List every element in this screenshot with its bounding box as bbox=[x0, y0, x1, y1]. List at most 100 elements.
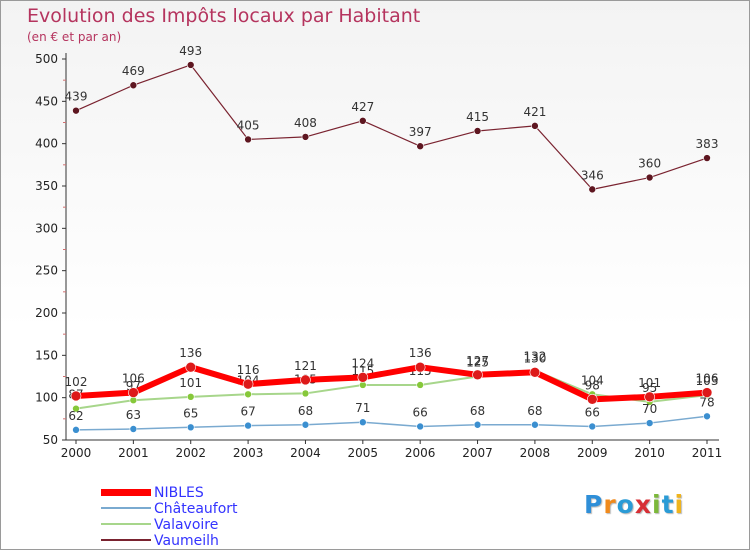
data-label-nibles: 116 bbox=[237, 363, 260, 377]
data-point-nibles bbox=[242, 378, 254, 390]
data-label-nibles: 124 bbox=[351, 356, 374, 370]
y-tick-label: 350 bbox=[35, 179, 58, 193]
legend-label-chateaufort: Châteaufort bbox=[154, 501, 238, 517]
data-label-valavoire: 125 bbox=[466, 356, 489, 370]
data-label-vaumeilh: 397 bbox=[409, 125, 432, 139]
x-tick-label: 2003 bbox=[233, 446, 264, 460]
data-label-chateaufort: 68 bbox=[298, 404, 313, 418]
data-point-nibles bbox=[472, 369, 483, 381]
data-label-valavoire: 104 bbox=[581, 373, 604, 387]
data-label-vaumeilh: 421 bbox=[523, 105, 546, 119]
data-point-vaumeilh bbox=[186, 61, 195, 69]
x-tick-label: 2001 bbox=[118, 446, 149, 460]
data-label-vaumeilh: 469 bbox=[122, 64, 145, 78]
logo-letter: t bbox=[661, 490, 675, 519]
y-tick-label: 500 bbox=[35, 52, 58, 66]
legend-item-chateaufort: Châteaufort bbox=[101, 501, 361, 517]
data-point-chateaufort bbox=[186, 423, 195, 432]
data-point-valavoire bbox=[416, 381, 424, 389]
data-label-chateaufort: 78 bbox=[699, 395, 714, 409]
data-point-chateaufort bbox=[588, 422, 597, 431]
data-point-chateaufort bbox=[703, 412, 711, 421]
logo-letter: i bbox=[652, 490, 662, 519]
proxiti-logo: Proxiti bbox=[584, 490, 684, 519]
data-label-valavoire: 103 bbox=[696, 374, 719, 388]
data-point-vaumeilh bbox=[416, 142, 424, 151]
data-label-nibles: 136 bbox=[409, 346, 432, 360]
data-point-valavoire bbox=[72, 404, 80, 413]
logo-letter: P bbox=[584, 490, 604, 519]
data-point-valavoire bbox=[186, 393, 195, 401]
legend-item-valavoire: Valavoire bbox=[101, 517, 361, 533]
y-tick-label: 450 bbox=[35, 94, 58, 108]
x-tick-label: 2008 bbox=[520, 446, 551, 460]
data-point-chateaufort bbox=[473, 420, 482, 429]
series-line-chateaufort bbox=[75, 415, 708, 431]
data-point-chateaufort bbox=[129, 425, 138, 433]
data-point-chateaufort bbox=[301, 420, 310, 429]
legend-swatch-vaumeilh bbox=[101, 539, 151, 541]
legend-label-nibles: NIBLES bbox=[154, 485, 204, 501]
legend-label-vaumeilh: Vaumeilh bbox=[154, 533, 219, 549]
series-line-valavoire bbox=[75, 369, 708, 410]
data-point-vaumeilh bbox=[588, 185, 597, 194]
data-label-vaumeilh: 346 bbox=[581, 168, 604, 182]
y-tick-label: 250 bbox=[35, 264, 58, 278]
data-point-nibles bbox=[586, 394, 598, 405]
series-line-vaumeilh bbox=[75, 64, 708, 190]
data-point-vaumeilh bbox=[531, 122, 539, 130]
data-point-vaumeilh bbox=[359, 117, 367, 125]
legend-swatch-valavoire bbox=[101, 523, 151, 525]
y-tick-label: 300 bbox=[35, 221, 58, 235]
legend-item-nibles: NIBLES bbox=[101, 485, 361, 501]
y-tick-label: 200 bbox=[35, 306, 58, 320]
data-label-vaumeilh: 427 bbox=[351, 100, 374, 114]
data-point-vaumeilh bbox=[473, 127, 482, 135]
data-label-valavoire: 95 bbox=[642, 381, 657, 395]
data-label-nibles: 101 bbox=[638, 376, 661, 390]
data-point-nibles bbox=[701, 387, 713, 398]
x-tick-label: 2006 bbox=[405, 446, 436, 460]
logo-letter: i bbox=[674, 490, 685, 519]
data-label-chateaufort: 66 bbox=[413, 405, 428, 419]
data-label-chateaufort: 65 bbox=[183, 406, 198, 420]
data-label-vaumeilh: 439 bbox=[65, 90, 88, 104]
data-label-chateaufort: 67 bbox=[240, 405, 255, 419]
data-point-chateaufort bbox=[359, 418, 367, 427]
data-point-nibles bbox=[357, 372, 369, 383]
data-point-chateaufort bbox=[72, 426, 80, 434]
data-label-nibles: 136 bbox=[179, 346, 202, 360]
data-label-chateaufort: 63 bbox=[126, 408, 141, 422]
data-point-nibles bbox=[185, 361, 197, 373]
x-tick-label: 2011 bbox=[692, 446, 723, 460]
data-point-chateaufort bbox=[645, 419, 654, 427]
legend-swatch-nibles bbox=[101, 489, 151, 496]
y-tick-label: 150 bbox=[35, 348, 58, 362]
data-label-nibles: 121 bbox=[294, 359, 317, 373]
data-label-nibles: 127 bbox=[466, 354, 489, 368]
y-tick-label: 100 bbox=[35, 391, 58, 405]
data-label-valavoire: 132 bbox=[523, 350, 546, 364]
legend-item-vaumeilh: Vaumeilh bbox=[101, 533, 361, 549]
data-point-valavoire bbox=[301, 389, 310, 398]
data-point-vaumeilh bbox=[244, 135, 252, 144]
logo-letter: x bbox=[634, 490, 652, 519]
data-label-nibles: 106 bbox=[696, 372, 719, 386]
data-point-vaumeilh bbox=[72, 106, 80, 115]
data-label-chateaufort: 66 bbox=[585, 405, 600, 419]
x-tick-label: 2005 bbox=[348, 446, 379, 460]
data-label-chateaufort: 68 bbox=[527, 404, 542, 418]
data-point-vaumeilh bbox=[129, 81, 138, 90]
data-point-nibles bbox=[128, 387, 139, 398]
data-label-valavoire: 101 bbox=[179, 376, 202, 390]
y-tick-label: 50 bbox=[43, 433, 58, 447]
data-label-vaumeilh: 360 bbox=[638, 157, 661, 171]
data-point-valavoire bbox=[244, 390, 252, 399]
data-point-nibles bbox=[70, 390, 82, 402]
legend-swatch-chateaufort bbox=[101, 507, 151, 509]
data-point-chateaufort bbox=[416, 422, 424, 431]
data-label-vaumeilh: 415 bbox=[466, 110, 489, 124]
data-label-nibles: 102 bbox=[65, 375, 88, 389]
